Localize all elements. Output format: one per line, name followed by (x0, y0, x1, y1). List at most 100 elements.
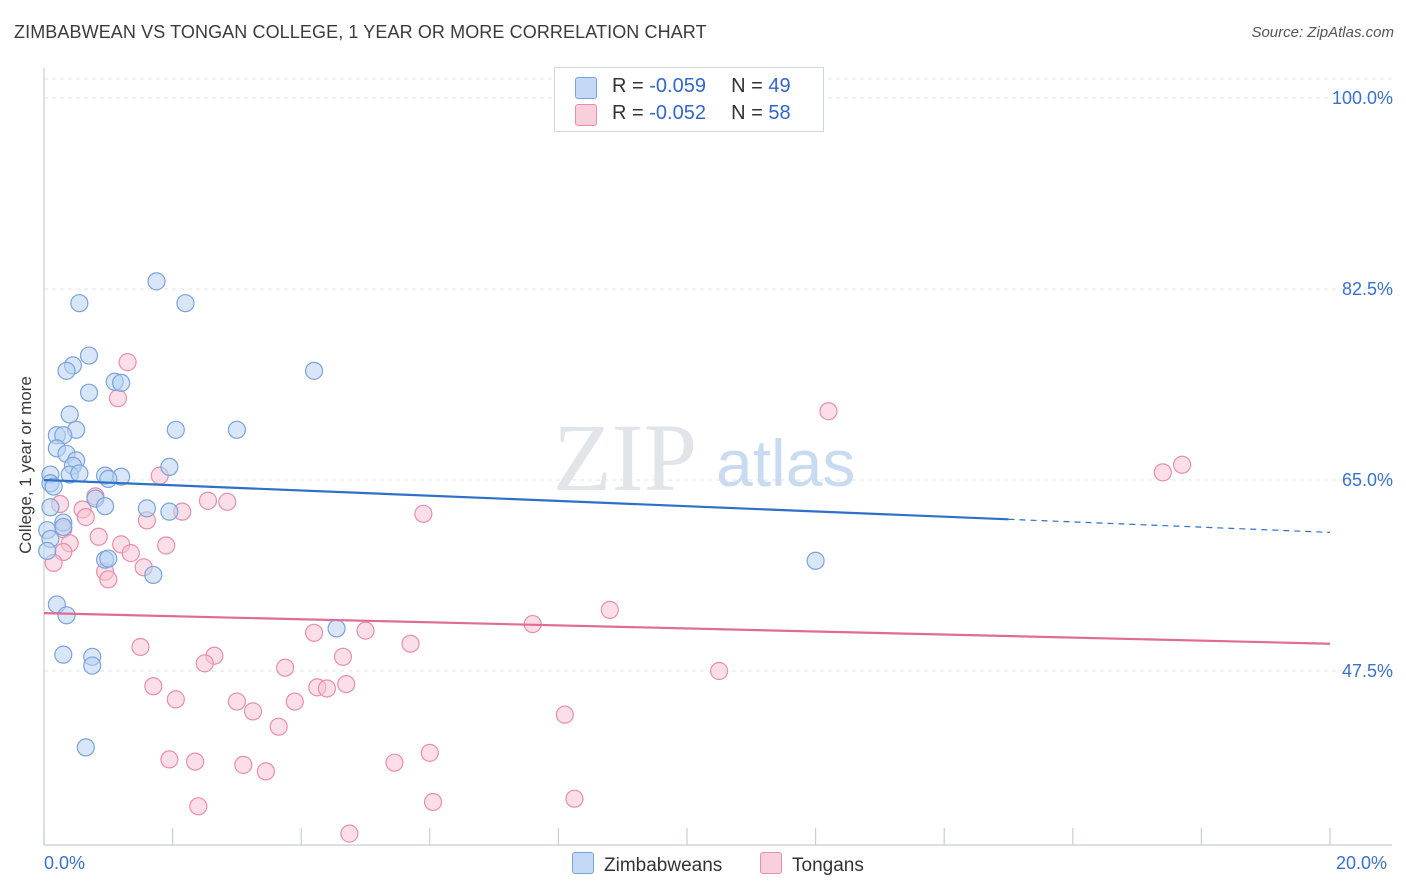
tongan-point (157, 536, 176, 555)
tongan-point (186, 752, 205, 771)
zimbabwean-point (176, 294, 195, 313)
tongan-point (1173, 455, 1192, 474)
y-tick-label: 82.5% (1342, 279, 1393, 299)
tongan-point (710, 661, 729, 681)
zimbabwean-point (95, 497, 115, 516)
tongan-point (76, 508, 95, 527)
stats-legend: R = -0.059 N = 49 R = -0.052 N = 58 (554, 67, 824, 132)
legend-r-value: -0.059 (649, 75, 706, 97)
y-tick-label: 47.5% (1342, 661, 1393, 681)
y-axis-label: College, 1 year or more (16, 376, 35, 554)
zimbabwean-point (99, 549, 118, 568)
tongan-point (555, 705, 574, 724)
tongan-point (337, 674, 356, 694)
y-axis-label-wrap: College, 1 year or more (4, 330, 48, 600)
tongan-point (269, 717, 288, 736)
legend-swatch-pink (575, 104, 597, 126)
zimbabwean-point (806, 551, 825, 570)
tongan-point (121, 544, 140, 563)
y-tick-label: 65.0% (1342, 470, 1393, 490)
tongan-point (131, 637, 150, 657)
zimbabwean-point (41, 498, 60, 517)
watermark: ZIP atlas (553, 404, 855, 511)
zimbabwean-point (70, 294, 89, 313)
tongan-trend-line (43, 612, 1331, 645)
bottom-legend-zimbabweans: Zimbabweans (572, 852, 722, 877)
legend-n-label: N = (731, 102, 769, 124)
bottom-legend-tongans: Tongans (760, 852, 864, 877)
tongan-point (285, 692, 304, 711)
tongan-point (166, 690, 185, 709)
tongan-point (108, 389, 128, 408)
zimbabwean-point (38, 541, 57, 561)
zimbabwean-point (112, 373, 131, 392)
legend-r-label: R = (612, 75, 650, 97)
tongan-point (118, 353, 137, 372)
zimbabwean-point (60, 405, 79, 424)
tongan-point (227, 692, 246, 711)
zimbabwean-point (57, 361, 76, 380)
tongan-point (160, 750, 179, 769)
zimbabwean-point (304, 361, 324, 380)
zimbabwean-point (144, 565, 163, 585)
legend-swatch-blue (575, 77, 597, 99)
zimbabwean-point (44, 477, 63, 496)
zimbabwean-point (57, 606, 76, 625)
bottom-legend-swatch-blue (572, 852, 594, 874)
tongan-point (99, 570, 118, 589)
points-layer (38, 272, 1192, 843)
bottom-legend-swatch-pink (760, 852, 782, 874)
x-axis-min-label: 0.0% (44, 853, 86, 873)
watermark-zip: ZIP (553, 404, 697, 511)
zimbabwean-point (70, 464, 89, 483)
zimbabwean-point (166, 420, 185, 439)
tongan-point (256, 762, 275, 781)
zimbabwean-point (99, 469, 118, 489)
legend-n-value: 58 (768, 102, 791, 124)
axis-layer (43, 68, 1392, 846)
tongan-point (304, 623, 324, 642)
zimbabwean-point (54, 517, 73, 537)
trend-layer (43, 478, 1331, 645)
zimbabwean-point (160, 457, 179, 477)
zimbabwean-point (327, 619, 346, 638)
tongan-point (276, 658, 295, 677)
bottom-legend-label-zimbabweans: Zimbabweans (604, 855, 723, 876)
tongan-point (144, 677, 163, 696)
grid-layer (44, 78, 1392, 672)
bottom-legend-label-tongans: Tongans (792, 855, 864, 876)
zimbabwean-trend-extension (1008, 518, 1331, 533)
legend-n-label: N = (731, 75, 769, 97)
tongan-point (218, 492, 237, 511)
zimbabwean-point (76, 738, 95, 757)
tongan-point (565, 789, 584, 808)
tongan-point (333, 647, 353, 666)
zimbabwean-point (227, 420, 246, 439)
zimbabwean-point (79, 383, 99, 402)
tongan-point (385, 753, 404, 772)
chart-title: ZIMBABWEAN VS TONGAN COLLEGE, 1 YEAR OR … (14, 22, 707, 42)
tongan-point (356, 621, 375, 640)
tongan-point (189, 797, 208, 816)
watermark-atlas: atlas (716, 426, 855, 500)
x-axis-max-label: 20.0% (1336, 853, 1388, 873)
zimbabwean-point (83, 656, 102, 675)
tongan-point (195, 654, 214, 673)
tongan-point (317, 679, 337, 698)
legend-r-label: R = (612, 102, 650, 124)
zimbabwean-point (147, 272, 166, 291)
zimbabwean-point (137, 499, 156, 518)
tongan-point (414, 504, 433, 523)
y-tick-label: 100.0% (1332, 88, 1393, 108)
tongan-point (243, 702, 263, 721)
source-label: Source: ZipAtlas.com (1251, 24, 1394, 41)
tongan-point (234, 755, 253, 774)
tongan-point (819, 402, 838, 421)
zimbabwean-point (54, 645, 73, 664)
tongan-point (420, 743, 439, 762)
legend-n-value: 49 (768, 75, 791, 97)
tongan-point (401, 634, 420, 653)
zimbabwean-point (79, 346, 99, 365)
tongan-point (423, 792, 443, 812)
